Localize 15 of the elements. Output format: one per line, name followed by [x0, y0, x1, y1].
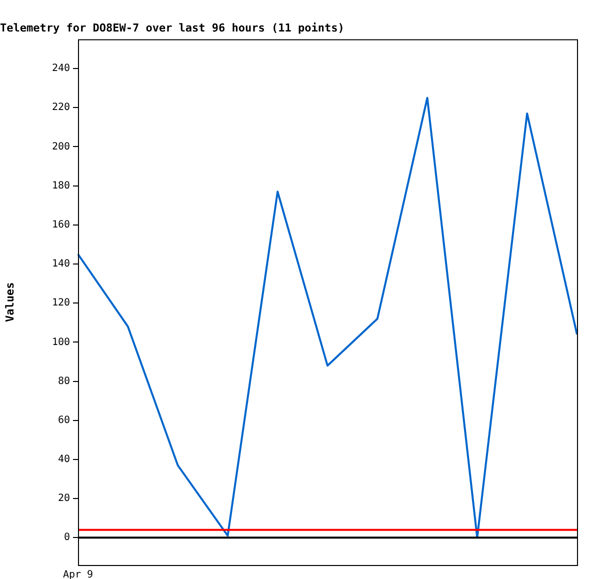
y-tick-label: 60 — [58, 414, 70, 426]
y-tick-label: 200 — [52, 141, 70, 152]
y-tick-label: 40 — [58, 454, 70, 466]
y-tick-label: 0 — [64, 532, 70, 544]
y-tick-label: 140 — [52, 258, 70, 270]
y-tick-label: 180 — [52, 180, 70, 192]
chart-title: Telemetry for DO8EW-7 over last 96 hours (11 points) — [0, 21, 344, 34]
y-axis-title: Values — [3, 282, 16, 322]
y-tick-label: 120 — [52, 298, 70, 309]
y-tick-label: 100 — [52, 336, 70, 348]
y-tick-label: 20 — [58, 493, 70, 504]
y-tick-label: 220 — [52, 102, 70, 114]
y-tick-label: 160 — [52, 219, 70, 230]
y-tick-label: 80 — [58, 376, 70, 387]
y-tick-label: 240 — [52, 63, 70, 74]
